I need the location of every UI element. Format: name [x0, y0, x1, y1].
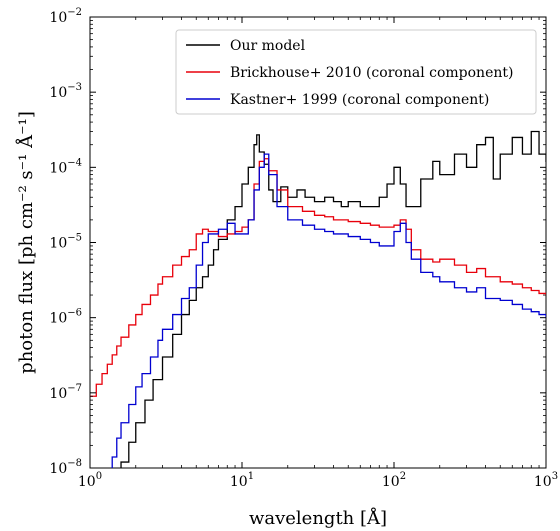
y-tick-base: 10	[49, 236, 67, 252]
x-tick-exp: 2	[400, 471, 406, 482]
y-tick-base: 10	[49, 461, 67, 477]
y-tick-label: 10−8	[49, 458, 82, 477]
x-axis-label: wavelength [Å]	[249, 507, 387, 529]
y-tick-label: 10−5	[49, 233, 82, 252]
y-tick-base: 10	[49, 85, 67, 101]
y-tick-base: 10	[49, 311, 67, 327]
legend: Our model Brickhouse+ 2010 (coronal compo…	[175, 29, 537, 115]
y-tick-exp: −4	[67, 157, 82, 168]
x-tick-base: 10	[78, 474, 96, 490]
y-tick-label: 10−6	[49, 308, 82, 327]
x-tick-exp: 1	[248, 471, 254, 482]
y-tick-label: 10−4	[49, 157, 82, 176]
series-line-1	[120, 130, 546, 468]
x-tick-label: 103	[534, 471, 558, 490]
legend-label-1: Our model	[230, 38, 306, 54]
x-tick-exp: 0	[96, 471, 102, 482]
y-tick-base: 10	[49, 10, 67, 26]
x-tick-base: 10	[534, 474, 552, 490]
series-line-2	[90, 158, 546, 397]
y-tick-base: 10	[49, 160, 67, 176]
x-tick-base: 10	[382, 474, 400, 490]
legend-box	[175, 29, 537, 115]
y-tick-label: 10−7	[49, 383, 82, 402]
legend-label-3: Kastner+ 1999 (coronal component)	[230, 92, 489, 108]
x-tick-base: 10	[230, 474, 248, 490]
y-tick-base: 10	[49, 386, 67, 402]
legend-label-2: Brickhouse+ 2010 (coronal component)	[230, 65, 513, 81]
y-tick-label: 10−3	[49, 82, 82, 101]
series-layer	[90, 130, 546, 468]
y-axis-label: photon flux [ph cm⁻² s⁻¹ Å⁻¹]	[15, 111, 37, 374]
y-tick-exp: −8	[67, 458, 82, 469]
y-tick-exp: −5	[67, 233, 82, 244]
y-tick-exp: −7	[67, 383, 82, 394]
series-line-3	[111, 153, 546, 468]
x-tick-label: 101	[230, 471, 254, 490]
x-tick-exp: 3	[552, 471, 558, 482]
x-tick-label: 100	[78, 471, 102, 490]
x-tick-label: 102	[382, 471, 406, 490]
y-tick-exp: −6	[67, 308, 82, 319]
y-tick-label: 10−2	[49, 7, 82, 26]
y-tick-exp: −2	[67, 7, 82, 18]
y-tick-exp: −3	[67, 82, 82, 93]
